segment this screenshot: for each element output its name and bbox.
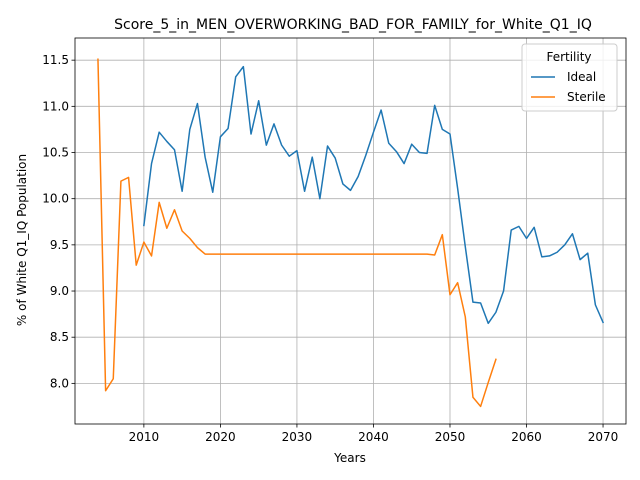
legend-box xyxy=(521,43,618,112)
series-line-sterile xyxy=(97,58,497,408)
legend-label-ideal: Ideal xyxy=(567,70,596,84)
series-layer xyxy=(97,58,605,408)
y-tick-label: 10.5 xyxy=(42,146,69,160)
y-tick-label: 8.5 xyxy=(50,330,69,344)
y-tick-label: 10.0 xyxy=(42,192,69,206)
x-tick-label: 2070 xyxy=(588,430,619,444)
x-axis-ticks: 2010 2020 2030 2040 2050 2060 2070 xyxy=(129,424,619,444)
y-axis-label: % of White Q1_IQ Population xyxy=(15,154,29,326)
x-axis-label: Years xyxy=(333,451,366,465)
series-line-ideal xyxy=(143,65,605,325)
y-axis-ticks: 8.0 8.5 9.0 9.5 10.0 10.5 11.0 11.5 xyxy=(42,53,75,390)
x-tick-label: 2060 xyxy=(511,430,542,444)
x-tick-label: 2030 xyxy=(282,430,313,444)
x-tick-label: 2020 xyxy=(205,430,236,444)
y-tick-label: 9.0 xyxy=(50,284,69,298)
x-tick-label: 2040 xyxy=(358,430,389,444)
y-tick-label: 8.0 xyxy=(50,376,69,390)
grid xyxy=(75,38,626,424)
plot-frame xyxy=(74,37,627,425)
y-tick-label: 11.0 xyxy=(42,99,69,113)
x-tick-label: 2050 xyxy=(435,430,466,444)
chart-title: Score_5_in_MEN_OVERWORKING_BAD_FOR_FAMIL… xyxy=(114,17,592,33)
x-tick-label: 2010 xyxy=(129,430,160,444)
y-tick-label: 11.5 xyxy=(42,53,69,67)
legend-label-sterile: Sterile xyxy=(567,90,606,104)
y-tick-label: 9.5 xyxy=(50,238,69,252)
legend: Fertility Ideal Sterile xyxy=(521,43,618,112)
legend-title: Fertility xyxy=(546,50,591,64)
